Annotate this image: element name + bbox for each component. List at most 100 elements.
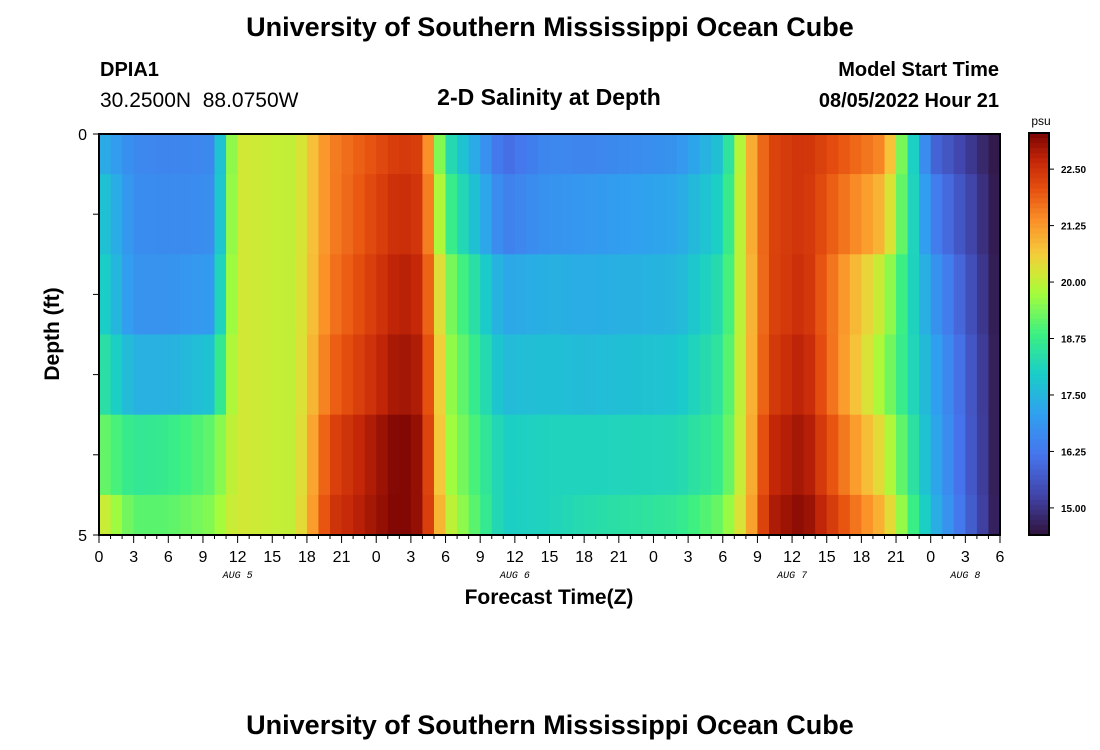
heatmap-cell [156, 334, 169, 416]
heatmap-cell [514, 134, 527, 175]
heatmap-cell [768, 414, 782, 496]
heatmap-cell [768, 134, 782, 175]
colorbar-swatch [1029, 484, 1049, 491]
heatmap-cell [722, 254, 735, 336]
heatmap-cell [792, 334, 805, 416]
heatmap-cell [630, 494, 643, 536]
heatmap-cell [480, 334, 493, 416]
colorbar-swatch [1029, 404, 1049, 410]
colorbar-swatch [1029, 364, 1049, 370]
heatmap-cell [387, 494, 400, 536]
heatmap-cell [330, 134, 343, 175]
station-coords: 30.2500N 88.0750W [100, 89, 299, 112]
heatmap-cell [826, 174, 839, 255]
x-tick-label: 0 [372, 549, 381, 566]
heatmap-cell [491, 414, 504, 496]
colorbar-swatch [1029, 258, 1049, 265]
heatmap-cell [514, 334, 527, 416]
heatmap-cell [803, 334, 816, 416]
heatmap-cell [942, 334, 955, 416]
colorbar-tick-label: 20.00 [1061, 278, 1086, 289]
heatmap-cell [907, 174, 920, 255]
heatmap-cell [468, 414, 481, 496]
heatmap-cell [561, 254, 574, 336]
colorbar-swatch [1029, 449, 1049, 456]
heatmap-cell [491, 494, 504, 536]
heatmap-cell [260, 254, 273, 336]
heatmap-cell [480, 494, 493, 536]
heatmap-cell [433, 414, 447, 496]
heatmap-cell [561, 494, 574, 536]
heatmap-cell [780, 494, 793, 536]
heatmap-cell [780, 414, 793, 496]
colorbar-swatch [1029, 288, 1049, 295]
heatmap-cell [549, 134, 562, 175]
colorbar-swatch [1029, 178, 1049, 184]
heatmap-cell [815, 254, 828, 336]
heatmap-cell [607, 414, 620, 496]
heatmap-cell [110, 134, 123, 175]
heatmap-cell [872, 134, 886, 175]
heatmap-cell [503, 134, 516, 175]
heatmap-cell [410, 174, 424, 255]
heatmap-cell [861, 254, 874, 336]
heatmap-cell [665, 494, 678, 536]
heatmap-cell [399, 414, 412, 496]
heatmap-cell [422, 494, 435, 536]
heatmap-cell [168, 134, 181, 175]
heatmap-cell [341, 334, 354, 416]
heatmap-cell [688, 134, 701, 175]
heatmap-cell [179, 174, 193, 255]
heatmap-cell [884, 414, 897, 496]
heatmap-cell [410, 134, 424, 175]
heatmap-cell [595, 494, 608, 536]
heatmap-cell [976, 334, 990, 416]
heatmap-cell [584, 414, 597, 496]
station-id: DPIA1 [100, 59, 159, 81]
x-tick-label: 21 [333, 549, 351, 566]
heatmap-cell [780, 134, 793, 175]
heatmap-cell [780, 254, 793, 336]
heatmap-cell [156, 414, 169, 496]
heatmap-cell [988, 254, 1001, 336]
heatmap-cell [676, 174, 689, 255]
heatmap-cell [457, 334, 470, 416]
heatmap-cell [422, 134, 435, 175]
heatmap-cell [734, 414, 747, 496]
colorbar-swatch [1029, 349, 1049, 355]
heatmap-cell [364, 494, 377, 536]
colorbar-swatch [1029, 469, 1049, 476]
y-axis-label: Depth (ft) [41, 287, 64, 380]
colorbar-swatch [1029, 464, 1049, 471]
colorbar-swatch [1029, 389, 1049, 395]
heatmap-cell [872, 334, 886, 416]
heatmap-cell [630, 254, 643, 336]
heatmap-cell [676, 414, 689, 496]
date-label: AUG 5 [222, 571, 253, 582]
heatmap-cell [792, 494, 805, 536]
heatmap-cell [965, 174, 978, 255]
heatmap-cell [607, 254, 620, 336]
heatmap-cell [433, 134, 447, 175]
heatmap-cell [757, 414, 770, 496]
x-tick-label: 6 [996, 549, 1005, 566]
colorbar-swatch [1029, 238, 1049, 245]
colorbar-swatch [1029, 454, 1049, 461]
heatmap-cell [688, 174, 701, 255]
heatmap-cell [722, 174, 735, 255]
heatmap-cell [549, 174, 562, 255]
colorbar-swatch [1029, 233, 1049, 240]
heatmap-cell [965, 414, 978, 496]
heatmap-cell [607, 494, 620, 536]
colorbar-tick-label: 17.50 [1061, 391, 1086, 402]
colorbar-swatch [1029, 163, 1049, 169]
colorbar-swatch [1029, 334, 1049, 340]
x-tick-label: 12 [229, 549, 247, 566]
heatmap-cell [699, 134, 712, 175]
heatmap-cell [364, 174, 377, 255]
heatmap-cell [214, 134, 227, 175]
heatmap-cell [768, 334, 782, 416]
colorbar-swatch [1029, 193, 1049, 199]
x-tick-label: 3 [129, 549, 138, 566]
heatmap-cell [514, 254, 527, 336]
